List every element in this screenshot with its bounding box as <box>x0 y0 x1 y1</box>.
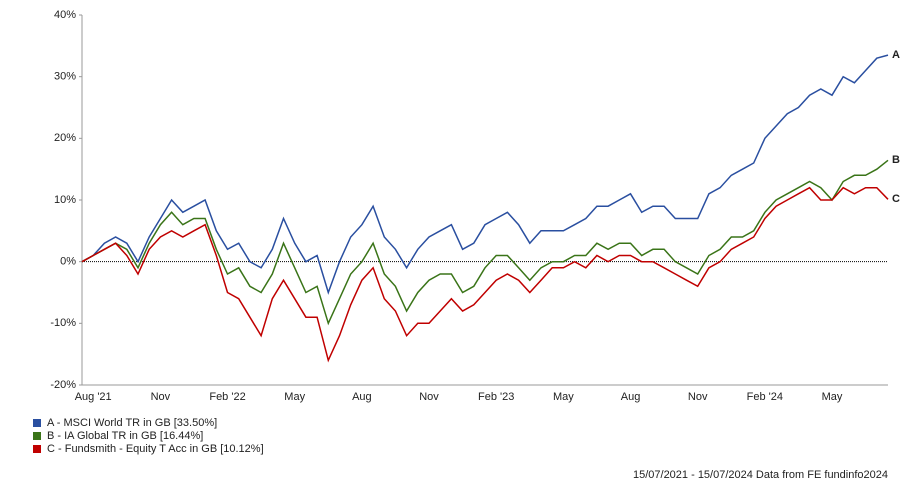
end-label: A <box>892 49 900 61</box>
y-tick-label: 30% <box>54 71 76 83</box>
x-tick-label: Feb '23 <box>478 391 514 403</box>
x-tick-label: Nov <box>688 391 708 403</box>
series-line <box>81 159 889 326</box>
y-tick-label: -10% <box>50 317 76 329</box>
y-tick-label: 20% <box>54 132 76 144</box>
legend-label: B - IA Global TR in GB [16.44%] <box>47 430 203 442</box>
x-tick-label: May <box>822 391 843 403</box>
legend-label: C - Fundsmith - Equity T Acc in GB [10.1… <box>47 443 264 455</box>
y-tick-label: 40% <box>54 9 76 21</box>
y-tick-label: -20% <box>50 379 76 391</box>
footer: 15/07/2021 - 15/07/2024 Data from FE fun… <box>633 469 888 481</box>
x-tick-label: Nov <box>151 391 171 403</box>
legend-swatch <box>33 432 41 440</box>
end-label: C <box>892 193 900 205</box>
x-tick-label: Feb '24 <box>747 391 783 403</box>
legend-swatch <box>33 445 41 453</box>
y-tick-label: 10% <box>54 194 76 206</box>
end-label: B <box>892 154 900 166</box>
x-tick-label: May <box>553 391 574 403</box>
y-tick-label: 0% <box>60 256 76 268</box>
x-tick-label: Feb '22 <box>209 391 245 403</box>
legend-label: A - MSCI World TR in GB [33.50%] <box>47 417 217 429</box>
x-tick-label: Aug <box>621 391 641 403</box>
series-line <box>81 186 889 363</box>
x-tick-label: Aug '21 <box>75 391 112 403</box>
x-tick-label: Nov <box>419 391 439 403</box>
series-line <box>81 54 889 295</box>
legend-swatch <box>33 419 41 427</box>
x-tick-label: May <box>284 391 305 403</box>
x-tick-label: Aug <box>352 391 372 403</box>
